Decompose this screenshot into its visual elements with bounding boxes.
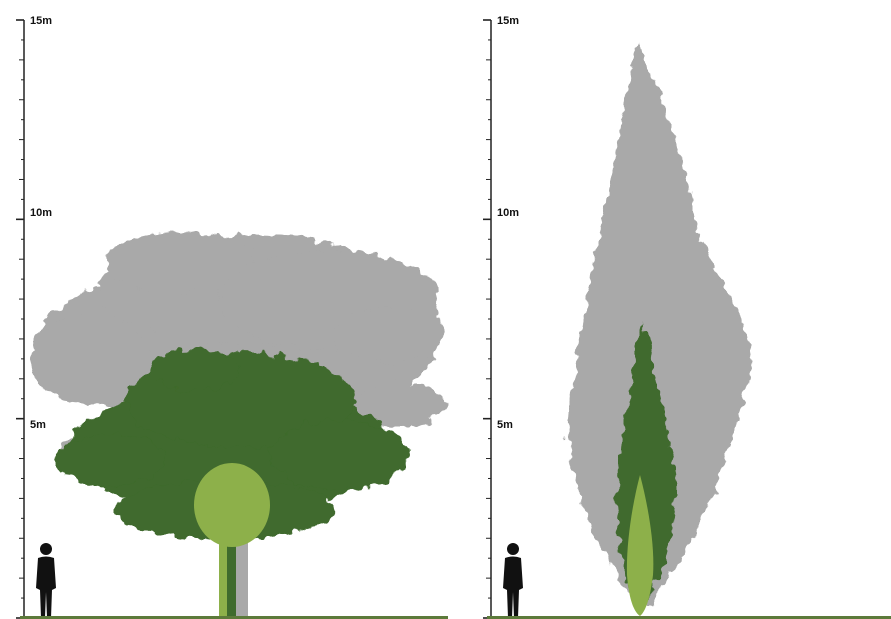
young-tree-right (626, 475, 654, 616)
young-trunk-left (219, 540, 227, 618)
mature-tree-right (568, 40, 752, 605)
intermediate-tree-left (55, 350, 410, 540)
scale-label-5m-left: 5m (30, 419, 46, 431)
scale-label-5m-right: 5m (497, 419, 513, 431)
scale-label-15m-left: 15m (30, 15, 52, 27)
scale-label-10m-left: 10m (30, 207, 52, 219)
ground-right (487, 616, 891, 619)
scale-label-10m-right: 10m (497, 207, 519, 219)
scale-ticks-left (16, 19, 24, 619)
scale-ticks-right (483, 19, 491, 619)
panel-left: 15m 10m 5m (16, 15, 448, 619)
human-silhouette-left (36, 543, 56, 618)
young-tree-left (194, 463, 270, 547)
mature-trunk-left (234, 530, 248, 618)
human-silhouette-right (503, 543, 523, 618)
ground-left (20, 616, 448, 619)
height-scale-left: 15m 10m 5m (16, 15, 52, 619)
height-scale-right: 15m 10m 5m (483, 15, 519, 619)
panel-right: 15m 10m 5m (483, 15, 891, 619)
intermediate-trunk-left (226, 535, 236, 618)
scale-label-15m-right: 15m (497, 15, 519, 27)
